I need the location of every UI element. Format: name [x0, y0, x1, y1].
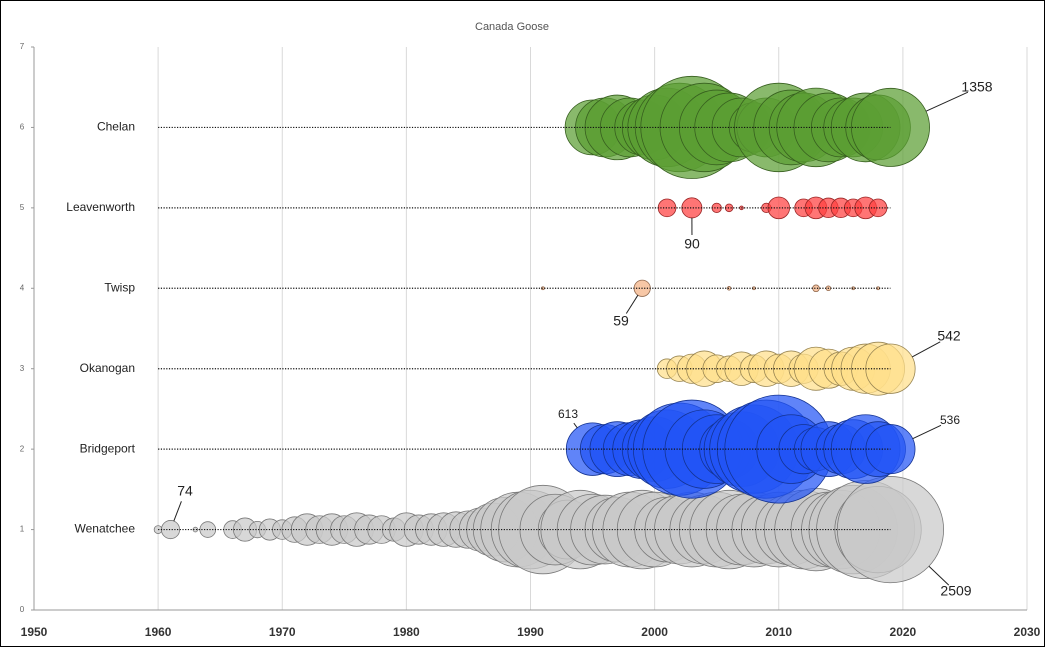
chart-title: Canada Goose: [475, 21, 549, 33]
leader-line: [912, 424, 942, 440]
x-tick-label: 2010: [765, 625, 792, 639]
y-tick-label: 7: [20, 42, 25, 51]
x-tick-label: 1990: [517, 625, 544, 639]
bubble: [192, 526, 199, 533]
leader-line: [625, 294, 639, 314]
y-tick-label: 0: [20, 605, 25, 614]
leader-line: [573, 422, 578, 429]
leader-line: [173, 501, 182, 522]
bubble: [724, 203, 734, 213]
y-tick-label: 5: [20, 203, 25, 212]
bubble: [812, 284, 820, 293]
data-label: 1358: [961, 79, 992, 95]
series-label: Wenatchee: [75, 522, 136, 536]
data-label: 542: [937, 328, 961, 344]
data-label: 536: [940, 413, 960, 427]
x-tick-label: 2000: [641, 625, 668, 639]
y-tick-label: 4: [20, 283, 25, 292]
x-tick-label: 1970: [269, 625, 296, 639]
bubble: [767, 196, 791, 220]
data-label: 613: [558, 407, 578, 421]
series-label: Chelan: [97, 120, 135, 134]
x-tick-label: 2030: [1014, 625, 1041, 639]
leader-line: [925, 91, 969, 112]
x-tick-label: 1950: [21, 625, 48, 639]
x-tick-label: 2020: [890, 625, 917, 639]
data-label: 74: [177, 483, 193, 499]
y-tick-label: 6: [20, 123, 25, 132]
data-label: 59: [613, 313, 629, 329]
x-tick-label: 1960: [145, 625, 172, 639]
series-label: Leavenworth: [66, 200, 135, 214]
y-tick-label: 3: [20, 364, 25, 373]
x-tick-label: 1980: [393, 625, 420, 639]
leader-line: [928, 565, 950, 586]
data-label: 90: [684, 236, 700, 252]
bubble: [726, 286, 732, 291]
y-tick-label: 1: [20, 525, 25, 534]
y-tick-label: 2: [20, 444, 25, 453]
series-label: Bridgeport: [80, 441, 136, 455]
data-label: 2509: [940, 583, 971, 599]
leader-line: [911, 341, 941, 358]
series-label: Okanogan: [80, 361, 135, 375]
series-label: Twisp: [104, 280, 135, 294]
